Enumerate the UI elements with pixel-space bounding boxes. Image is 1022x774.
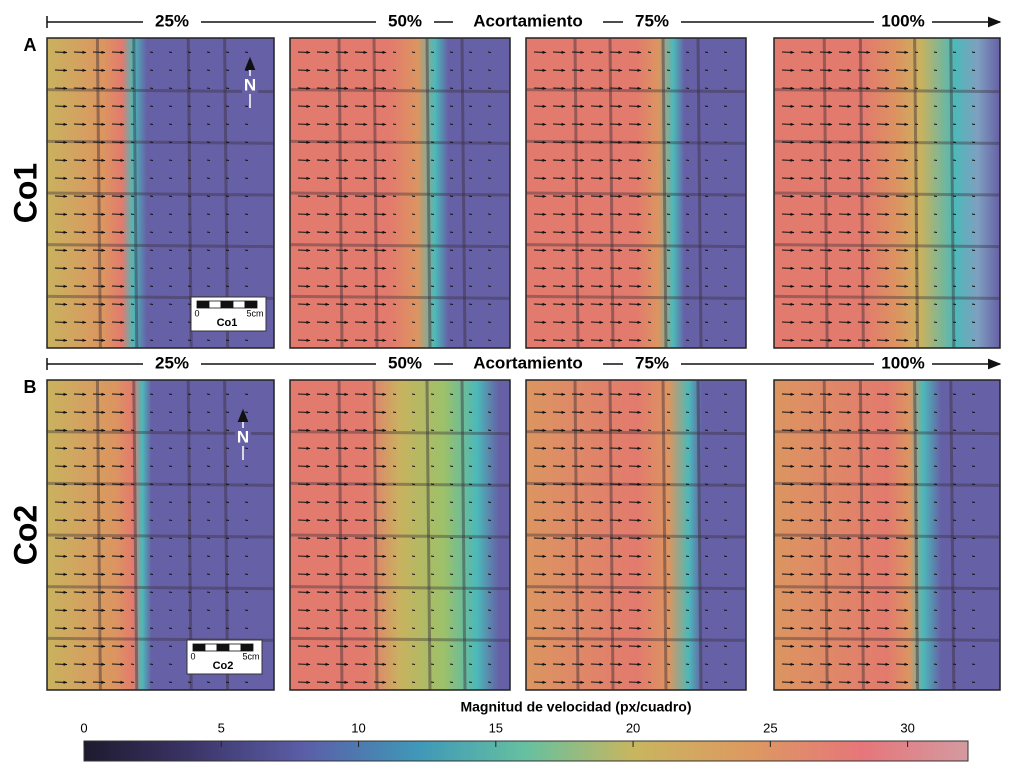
model-name: Co1 — [7, 163, 43, 223]
header-bg — [143, 12, 201, 32]
north-label: N — [237, 427, 249, 446]
header-bg — [874, 12, 932, 32]
colorbar-tick-label: 10 — [351, 720, 365, 735]
scale-start: 0 — [190, 651, 195, 661]
scale-segment — [232, 300, 246, 309]
colorbar-tick-label: 0 — [80, 720, 87, 735]
colorbar-tick-label: 15 — [489, 720, 503, 735]
header-label: 50% — [388, 353, 422, 372]
north-bg — [235, 428, 251, 446]
velocity-panel — [46, 37, 275, 349]
scale-segment — [228, 643, 242, 652]
colorbar-tick-label: 25 — [763, 720, 777, 735]
velocity-panel — [525, 37, 747, 349]
colorbar-tick-label: 30 — [900, 720, 914, 735]
header-label: Acortamiento — [473, 11, 583, 30]
header-bg — [874, 354, 932, 374]
header-bg — [376, 354, 434, 374]
velocity-panel — [525, 379, 747, 691]
velocity-panel — [289, 379, 511, 691]
north-bg — [242, 76, 258, 94]
scale-segment — [196, 300, 210, 309]
scale-segment — [216, 643, 230, 652]
scale-segment — [240, 643, 254, 652]
scale-end: 5cm — [242, 651, 259, 661]
scale-segment — [220, 300, 234, 309]
row-label: A — [24, 35, 37, 55]
colorbar — [83, 740, 969, 762]
velocity-panel — [289, 37, 511, 349]
velocity-panel — [773, 379, 1001, 691]
velocity-panel — [773, 37, 1001, 349]
scale-name: Co2 — [213, 660, 234, 672]
header-bg — [143, 354, 201, 374]
row-label: B — [24, 377, 37, 397]
colorbar-tick-label: 20 — [626, 720, 640, 735]
scale-end: 5cm — [246, 308, 263, 318]
scale-segment — [204, 643, 218, 652]
velocity-panel — [46, 379, 275, 691]
colorbar-tick-label: 5 — [218, 720, 225, 735]
header-bg — [453, 354, 603, 374]
header-bg — [376, 12, 434, 32]
header-label: 75% — [635, 353, 669, 372]
north-label: N — [244, 75, 256, 94]
header-label: 75% — [635, 11, 669, 30]
header-label: 100% — [881, 353, 924, 372]
header-bg — [453, 12, 603, 32]
scale-segment — [192, 643, 206, 652]
header-label: 50% — [388, 11, 422, 30]
scale-name: Co1 — [217, 317, 238, 329]
header-label: 25% — [155, 11, 189, 30]
colorbar-title: Magnitud de velocidad (px/cuadro) — [460, 699, 691, 715]
header-label: 100% — [881, 11, 924, 30]
scale-segment — [208, 300, 222, 309]
scale-start: 0 — [194, 308, 199, 318]
header-label: Acortamiento — [473, 353, 583, 372]
header-label: 25% — [155, 353, 189, 372]
header-bg — [623, 354, 681, 374]
model-name: Co2 — [7, 505, 43, 565]
scale-segment — [244, 300, 258, 309]
header-bg — [623, 12, 681, 32]
